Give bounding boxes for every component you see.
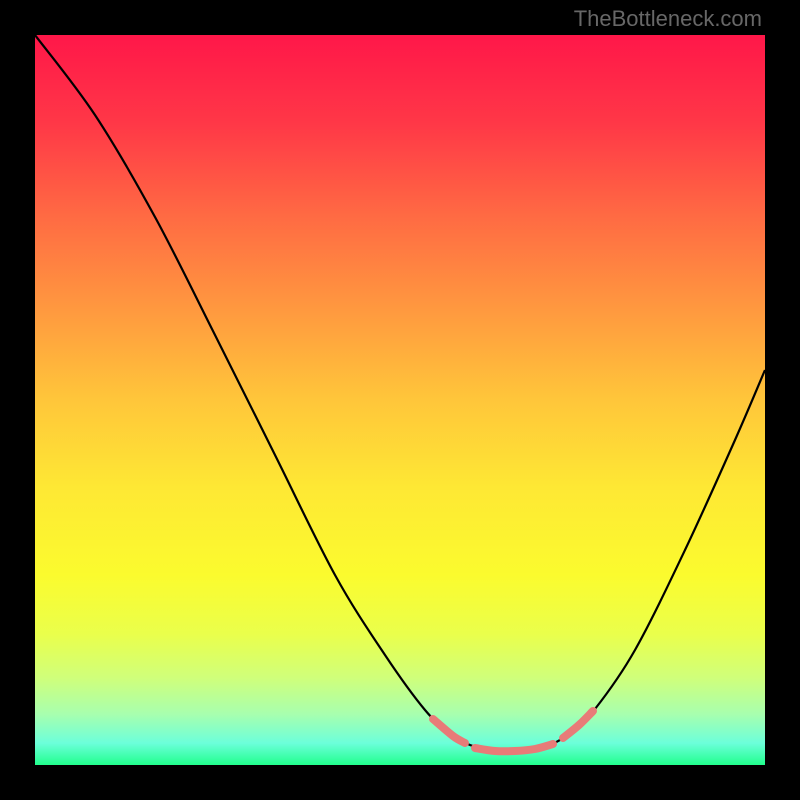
curve-layer: [35, 35, 765, 765]
highlight-segment: [475, 744, 553, 751]
watermark-text: TheBottleneck.com: [574, 6, 762, 32]
highlight-segment: [563, 711, 593, 738]
chart-frame: [35, 35, 765, 765]
highlight-segments: [433, 711, 593, 751]
bottleneck-curve: [35, 35, 765, 752]
highlight-segment: [433, 719, 465, 743]
